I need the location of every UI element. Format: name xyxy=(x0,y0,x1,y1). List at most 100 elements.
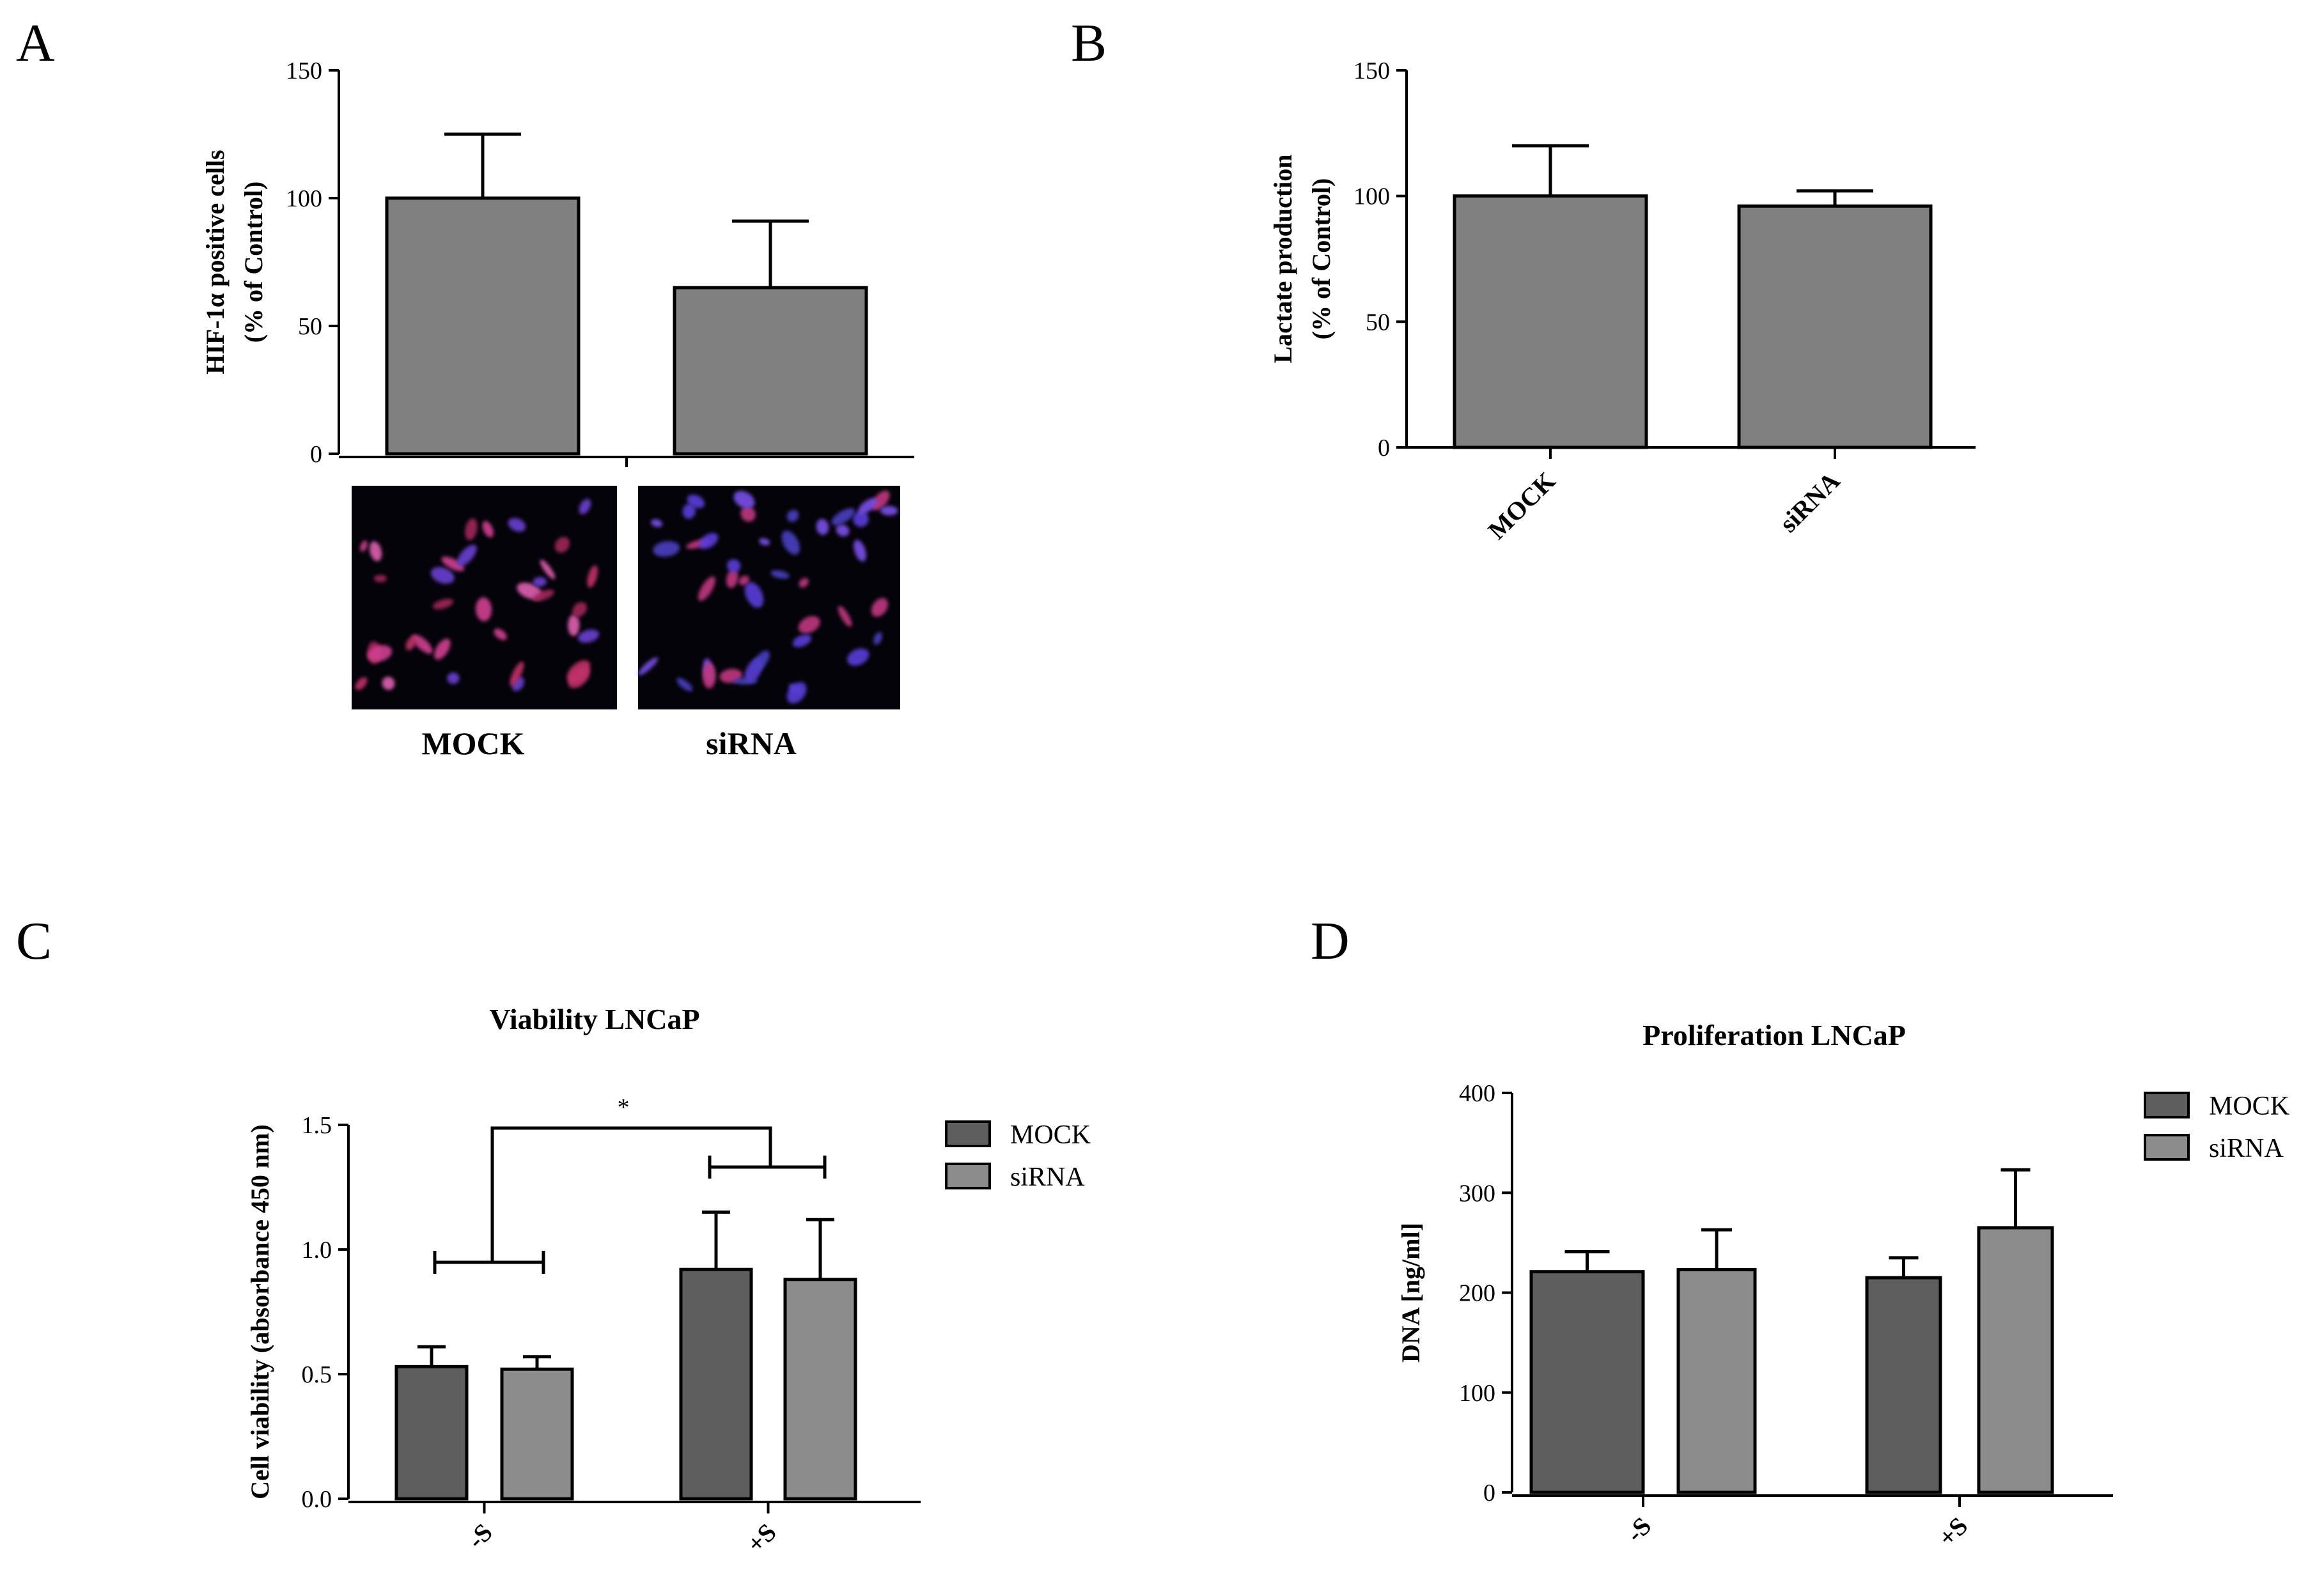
cell xyxy=(759,538,770,546)
y-axis-title-line1: HIF-1α positive cells xyxy=(201,150,230,374)
panel-letter: A xyxy=(16,13,55,73)
bar-mock xyxy=(1865,1276,1942,1494)
micrograph-caption: MOCK xyxy=(421,725,524,761)
cell xyxy=(816,518,829,536)
cell xyxy=(744,582,764,608)
bar-mock xyxy=(1529,1270,1645,1494)
chart-title: Proliferation LNCaP xyxy=(1642,1019,1906,1051)
y-tick-label: 1.0 xyxy=(302,1237,332,1264)
micrograph-sirna xyxy=(638,486,900,709)
cell xyxy=(540,559,556,580)
x-tick-label: MOCK xyxy=(1482,467,1561,545)
cell xyxy=(792,634,812,647)
cell xyxy=(682,504,696,519)
significance-annotation: * xyxy=(618,1094,630,1121)
cell xyxy=(638,657,659,676)
y-axis-title: Cell viability (absorbance 450 nm) xyxy=(246,1124,274,1499)
bar-sirna xyxy=(1977,1226,2054,1494)
cell xyxy=(838,606,852,627)
cell xyxy=(733,491,755,509)
cell xyxy=(786,682,807,704)
bar-mock xyxy=(394,1365,469,1501)
y-axis-title-line2: (% of Control) xyxy=(239,182,268,343)
legend-label-sirna: siRNA xyxy=(1010,1163,1085,1192)
cell xyxy=(587,565,598,588)
bar-sirna xyxy=(783,1278,857,1501)
x-tick-label: -S xyxy=(462,1518,498,1554)
cell xyxy=(367,645,393,662)
y-tick-label: 100 xyxy=(286,185,322,212)
y-tick-label: 0.0 xyxy=(302,1486,332,1513)
legend-label-mock: MOCK xyxy=(1010,1120,1091,1150)
cell xyxy=(456,545,477,567)
cell xyxy=(836,524,850,537)
legend-swatch-mock xyxy=(945,1120,991,1147)
cell xyxy=(579,499,591,515)
cell xyxy=(465,518,478,541)
legend-swatch-sirna xyxy=(2144,1134,2190,1161)
y-tick-label: 50 xyxy=(1366,309,1390,336)
chart-title: Viability LNCaP xyxy=(489,1003,699,1035)
legend-swatch-mock xyxy=(2144,1092,2190,1118)
cell xyxy=(441,556,465,571)
y-tick-label: 0.5 xyxy=(302,1361,332,1388)
panel-d: D Proliferation LNCaP -S +S 0 100 200 300 400 DNA… xyxy=(1311,911,2289,1552)
cell xyxy=(373,575,387,582)
cell xyxy=(510,662,524,686)
cell xyxy=(687,494,705,509)
cell xyxy=(653,541,680,557)
cell xyxy=(702,662,716,689)
cell xyxy=(781,530,800,555)
y-axis-title: DNA [ng/ml] xyxy=(1396,1223,1425,1363)
cell xyxy=(699,532,719,549)
cell xyxy=(880,506,898,516)
cell xyxy=(698,576,715,601)
cell xyxy=(360,540,368,552)
cell xyxy=(405,636,417,651)
cell xyxy=(873,632,882,645)
x-tick-label: +S xyxy=(1933,1512,1974,1552)
y-axis-title-line1: Lactate production xyxy=(1268,154,1297,363)
significance-bracket xyxy=(490,1126,772,1262)
micrograph-caption: siRNA xyxy=(706,725,797,761)
cell xyxy=(651,519,663,527)
y-tick-label: 0 xyxy=(1378,435,1390,461)
cell xyxy=(858,498,877,515)
y-tick-label: 1.5 xyxy=(302,1112,332,1139)
bar-sirna xyxy=(500,1367,574,1501)
bar-mock xyxy=(679,1267,753,1501)
cell xyxy=(482,521,494,538)
y-tick-label: 50 xyxy=(298,313,322,340)
cell xyxy=(726,569,738,588)
cell xyxy=(871,598,889,617)
y-axis-title-line2: (% of Control) xyxy=(1307,178,1336,340)
legend-label-sirna: siRNA xyxy=(2209,1134,2284,1163)
cell xyxy=(430,567,455,584)
cell xyxy=(433,638,451,660)
cell xyxy=(733,677,758,685)
bar-mock xyxy=(1453,194,1648,449)
cell xyxy=(738,575,750,585)
cell xyxy=(676,677,693,692)
cell xyxy=(533,577,547,587)
y-tick-label: 400 xyxy=(1459,1080,1495,1107)
cell xyxy=(508,518,526,532)
y-tick-label: 0 xyxy=(1483,1480,1495,1506)
cell xyxy=(798,615,820,634)
legend-swatch-sirna xyxy=(945,1163,991,1189)
cell xyxy=(566,660,591,683)
legend-label-mock: MOCK xyxy=(2209,1092,2289,1121)
bar-sirna xyxy=(1737,204,1933,449)
x-tick-label: -S xyxy=(1620,1512,1657,1548)
panel-c: C Viability LNCaP -S +S 0.0 0.5 1.0 1.5 Cell via… xyxy=(16,911,1091,1558)
bar-sirna xyxy=(673,286,868,456)
cell xyxy=(475,597,492,622)
cell xyxy=(568,614,580,637)
y-tick-label: 0 xyxy=(310,441,322,468)
cell xyxy=(846,648,870,666)
cell xyxy=(799,578,809,588)
bar-mock xyxy=(385,196,581,456)
y-tick-label: 150 xyxy=(1353,58,1390,84)
panel-letter: B xyxy=(1071,13,1107,73)
